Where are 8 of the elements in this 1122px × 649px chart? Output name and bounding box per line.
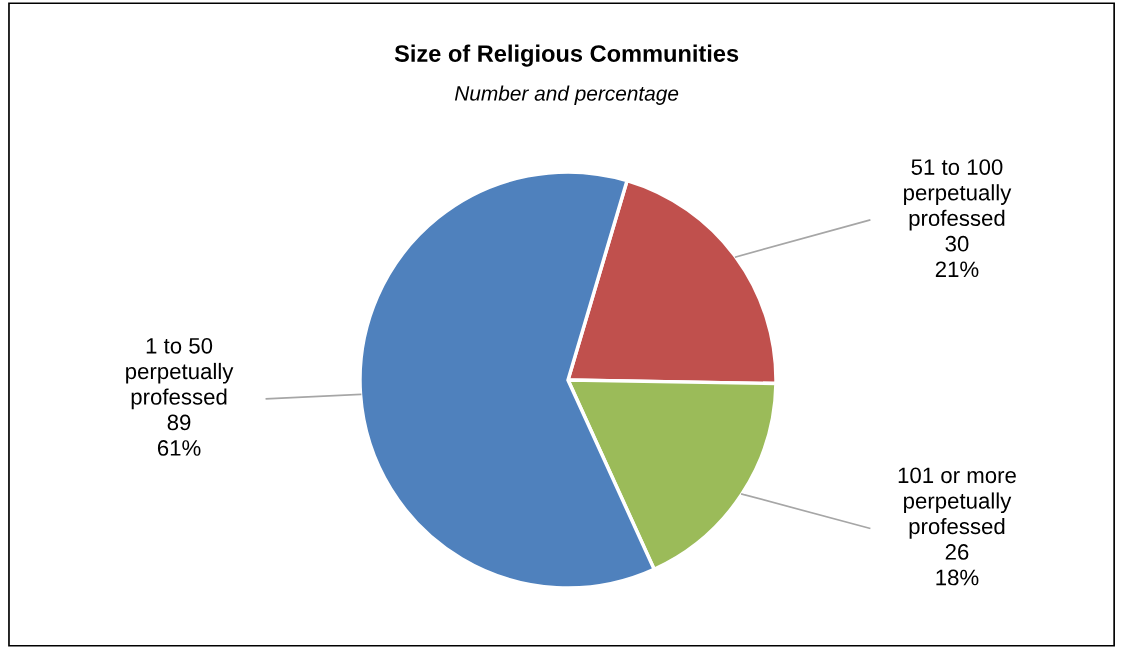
slice-label: 101 or more perpetually professed	[898, 467, 1016, 539]
slice-label: 1 to 50 perpetually professed	[126, 337, 234, 410]
data-label: 26 18%	[936, 544, 979, 586]
data-label: 30 21%	[935, 235, 979, 278]
chart-title: Size of Religious Communities	[394, 44, 739, 67]
slice-label: 51 to 100 perpetually professed	[904, 159, 1012, 231]
data-label: 89 61%	[157, 414, 201, 456]
chart-subtitle: Number and percentage	[454, 85, 679, 105]
